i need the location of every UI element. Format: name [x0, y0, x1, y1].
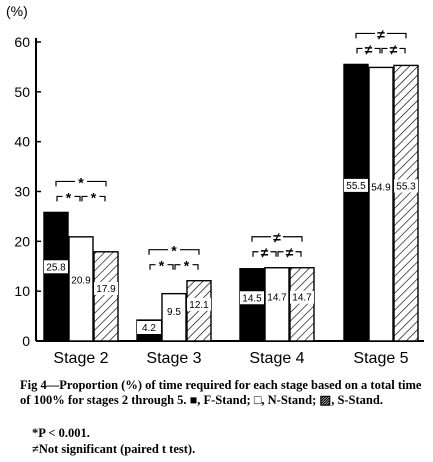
bracket-f-s-stage2-line	[55, 180, 107, 187]
bar-N-2	[68, 236, 94, 342]
value-label-F-3: 4.2	[142, 323, 156, 334]
bar-chart: (%) 0 10 20 30 40 50 60 25.8 20.9 17.9 Stage 2 4.2 9…	[6, 3, 424, 367]
bracket-n-s-stage5-line	[381, 47, 406, 54]
y-tick-label: 50	[14, 84, 30, 100]
bracket-f-n-stage4-line	[252, 251, 277, 257]
bracket-f-n-stage2-line	[56, 195, 81, 202]
y-tick-label: 30	[14, 184, 30, 200]
y-tick-label: 40	[14, 134, 30, 150]
value-label-bg	[344, 178, 368, 192]
bracket-f-n-stage3-line	[149, 264, 174, 270]
bars	[43, 63, 419, 342]
value-label-N-5: 54.9	[371, 183, 391, 194]
bracket-f-n-stage5-symbol: ≠	[365, 41, 373, 57]
value-label-bg	[187, 297, 211, 311]
value-label-F-2: 25.8	[46, 262, 66, 273]
y-axis-unit-label: (%)	[6, 3, 28, 19]
bar-F-4	[239, 268, 265, 342]
bracket-n-s-stage4-symbol: ≠	[286, 245, 294, 261]
bracket-f-s-stage3-line	[148, 249, 200, 255]
value-label-S-4: 14.7	[292, 293, 312, 304]
value-label-N-2: 20.9	[71, 276, 91, 287]
bar-S-2	[93, 251, 119, 342]
value-label-S-5: 55.3	[396, 181, 416, 192]
bracket-n-s-stage2-line	[81, 195, 106, 202]
value-label-bg	[137, 321, 161, 334]
value-label-F-5: 55.5	[346, 181, 366, 192]
bracket-f-s-stage4-symbol: ≠	[273, 230, 281, 246]
bracket-f-s-stage2-symbol: *	[78, 174, 84, 190]
x-category-label: Stage 3	[146, 350, 201, 367]
y-tick-label: 60	[14, 34, 30, 50]
value-label-S-3: 12.1	[189, 300, 209, 311]
figure-caption: Fig 4—Proportion (%) of time required fo…	[20, 378, 422, 407]
bracket-f-n-stage5-line	[356, 47, 381, 54]
value-label-S-2: 17.9	[96, 284, 116, 295]
value-label-bg	[44, 260, 68, 274]
bar-S-5	[393, 64, 419, 342]
bracket-n-s-stage5-symbol: ≠	[390, 41, 398, 57]
caption-note-significant: *P < 0.001.	[32, 426, 90, 440]
value-label-N-4: 14.7	[267, 293, 287, 304]
bracket-f-s-stage5-symbol: ≠	[377, 26, 385, 42]
bracket-n-s-stage4-line	[277, 251, 302, 257]
bar-N-4	[264, 267, 290, 342]
x-category-label: Stage 5	[353, 350, 408, 367]
value-label-bg	[394, 179, 418, 193]
bar-F-2	[43, 211, 69, 342]
bar-F-5	[343, 63, 369, 342]
bar-S-3	[186, 280, 212, 342]
y-tick-label: 0	[22, 333, 30, 349]
bracket-f-s-stage4-line	[251, 236, 303, 242]
bracket-n-s-stage2-symbol: *	[91, 189, 97, 205]
caption-note-not-significant: ≠Not significant (paired t test).	[32, 442, 196, 456]
bracket-f-s-stage3-symbol: *	[171, 243, 177, 259]
significance-brackets: * *** ** ≠ ≠≠≠ ≠≠	[55, 26, 407, 274]
bracket-f-s-stage5-line	[355, 32, 407, 39]
bracket-f-n-stage3-symbol: *	[159, 258, 165, 274]
value-label-bg	[94, 281, 118, 295]
value-label-bg	[290, 290, 314, 304]
bracket-n-s-stage3-symbol: *	[184, 258, 190, 274]
value-label-bg	[240, 291, 264, 305]
bracket-f-n-stage4-symbol: ≠	[261, 245, 269, 261]
labels: 25.8 20.9 17.9 Stage 2 4.2 9.5 12.1 Stage 3 14.5…	[44, 178, 418, 367]
y-tick-label: 20	[14, 233, 30, 249]
value-label-F-4: 14.5	[242, 293, 262, 304]
bar-N-3	[161, 292, 187, 342]
bar-S-4	[289, 267, 315, 342]
bracket-n-s-stage3-line	[174, 264, 199, 270]
y-tick-label: 10	[14, 283, 30, 299]
x-category-label: Stage 2	[53, 350, 108, 367]
value-label-N-3: 9.5	[167, 307, 181, 318]
bar-N-5	[368, 66, 394, 342]
bracket-f-n-stage2-symbol: *	[66, 189, 72, 205]
x-category-label: Stage 4	[249, 350, 304, 367]
